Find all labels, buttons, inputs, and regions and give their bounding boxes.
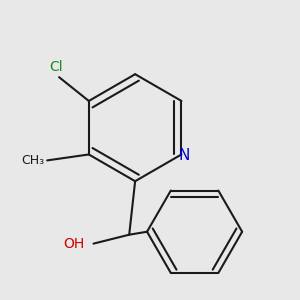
Text: Cl: Cl <box>49 60 63 74</box>
Text: OH: OH <box>63 237 85 250</box>
Text: CH₃: CH₃ <box>21 154 44 167</box>
Text: N: N <box>179 148 190 164</box>
